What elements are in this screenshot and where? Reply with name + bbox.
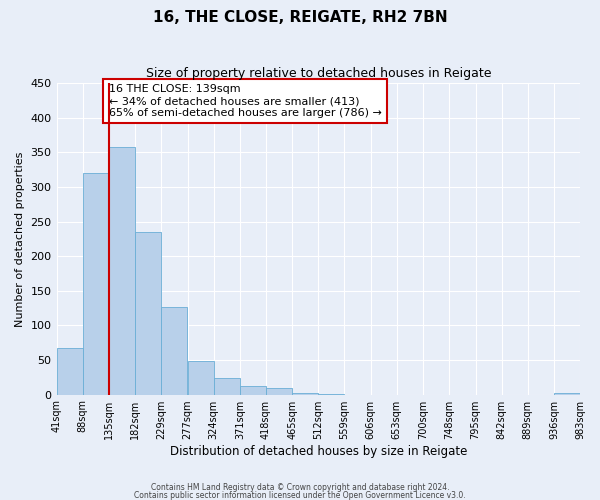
Text: 16, THE CLOSE, REIGATE, RH2 7BN: 16, THE CLOSE, REIGATE, RH2 7BN bbox=[152, 10, 448, 25]
Bar bbox=[161, 308, 187, 394]
Text: Contains public sector information licensed under the Open Government Licence v3: Contains public sector information licen… bbox=[134, 490, 466, 500]
Bar bbox=[188, 362, 214, 394]
Bar bbox=[135, 232, 161, 394]
X-axis label: Distribution of detached houses by size in Reigate: Distribution of detached houses by size … bbox=[170, 444, 467, 458]
Bar bbox=[266, 388, 292, 394]
Bar bbox=[109, 146, 135, 394]
Bar bbox=[214, 378, 240, 394]
Y-axis label: Number of detached properties: Number of detached properties bbox=[15, 151, 25, 326]
Bar bbox=[292, 392, 318, 394]
Bar bbox=[56, 348, 83, 395]
Bar bbox=[83, 173, 109, 394]
Text: 16 THE CLOSE: 139sqm
← 34% of detached houses are smaller (413)
65% of semi-deta: 16 THE CLOSE: 139sqm ← 34% of detached h… bbox=[109, 84, 382, 117]
Text: Contains HM Land Registry data © Crown copyright and database right 2024.: Contains HM Land Registry data © Crown c… bbox=[151, 484, 449, 492]
Bar bbox=[240, 386, 266, 394]
Title: Size of property relative to detached houses in Reigate: Size of property relative to detached ho… bbox=[146, 68, 491, 80]
Bar bbox=[554, 393, 580, 394]
